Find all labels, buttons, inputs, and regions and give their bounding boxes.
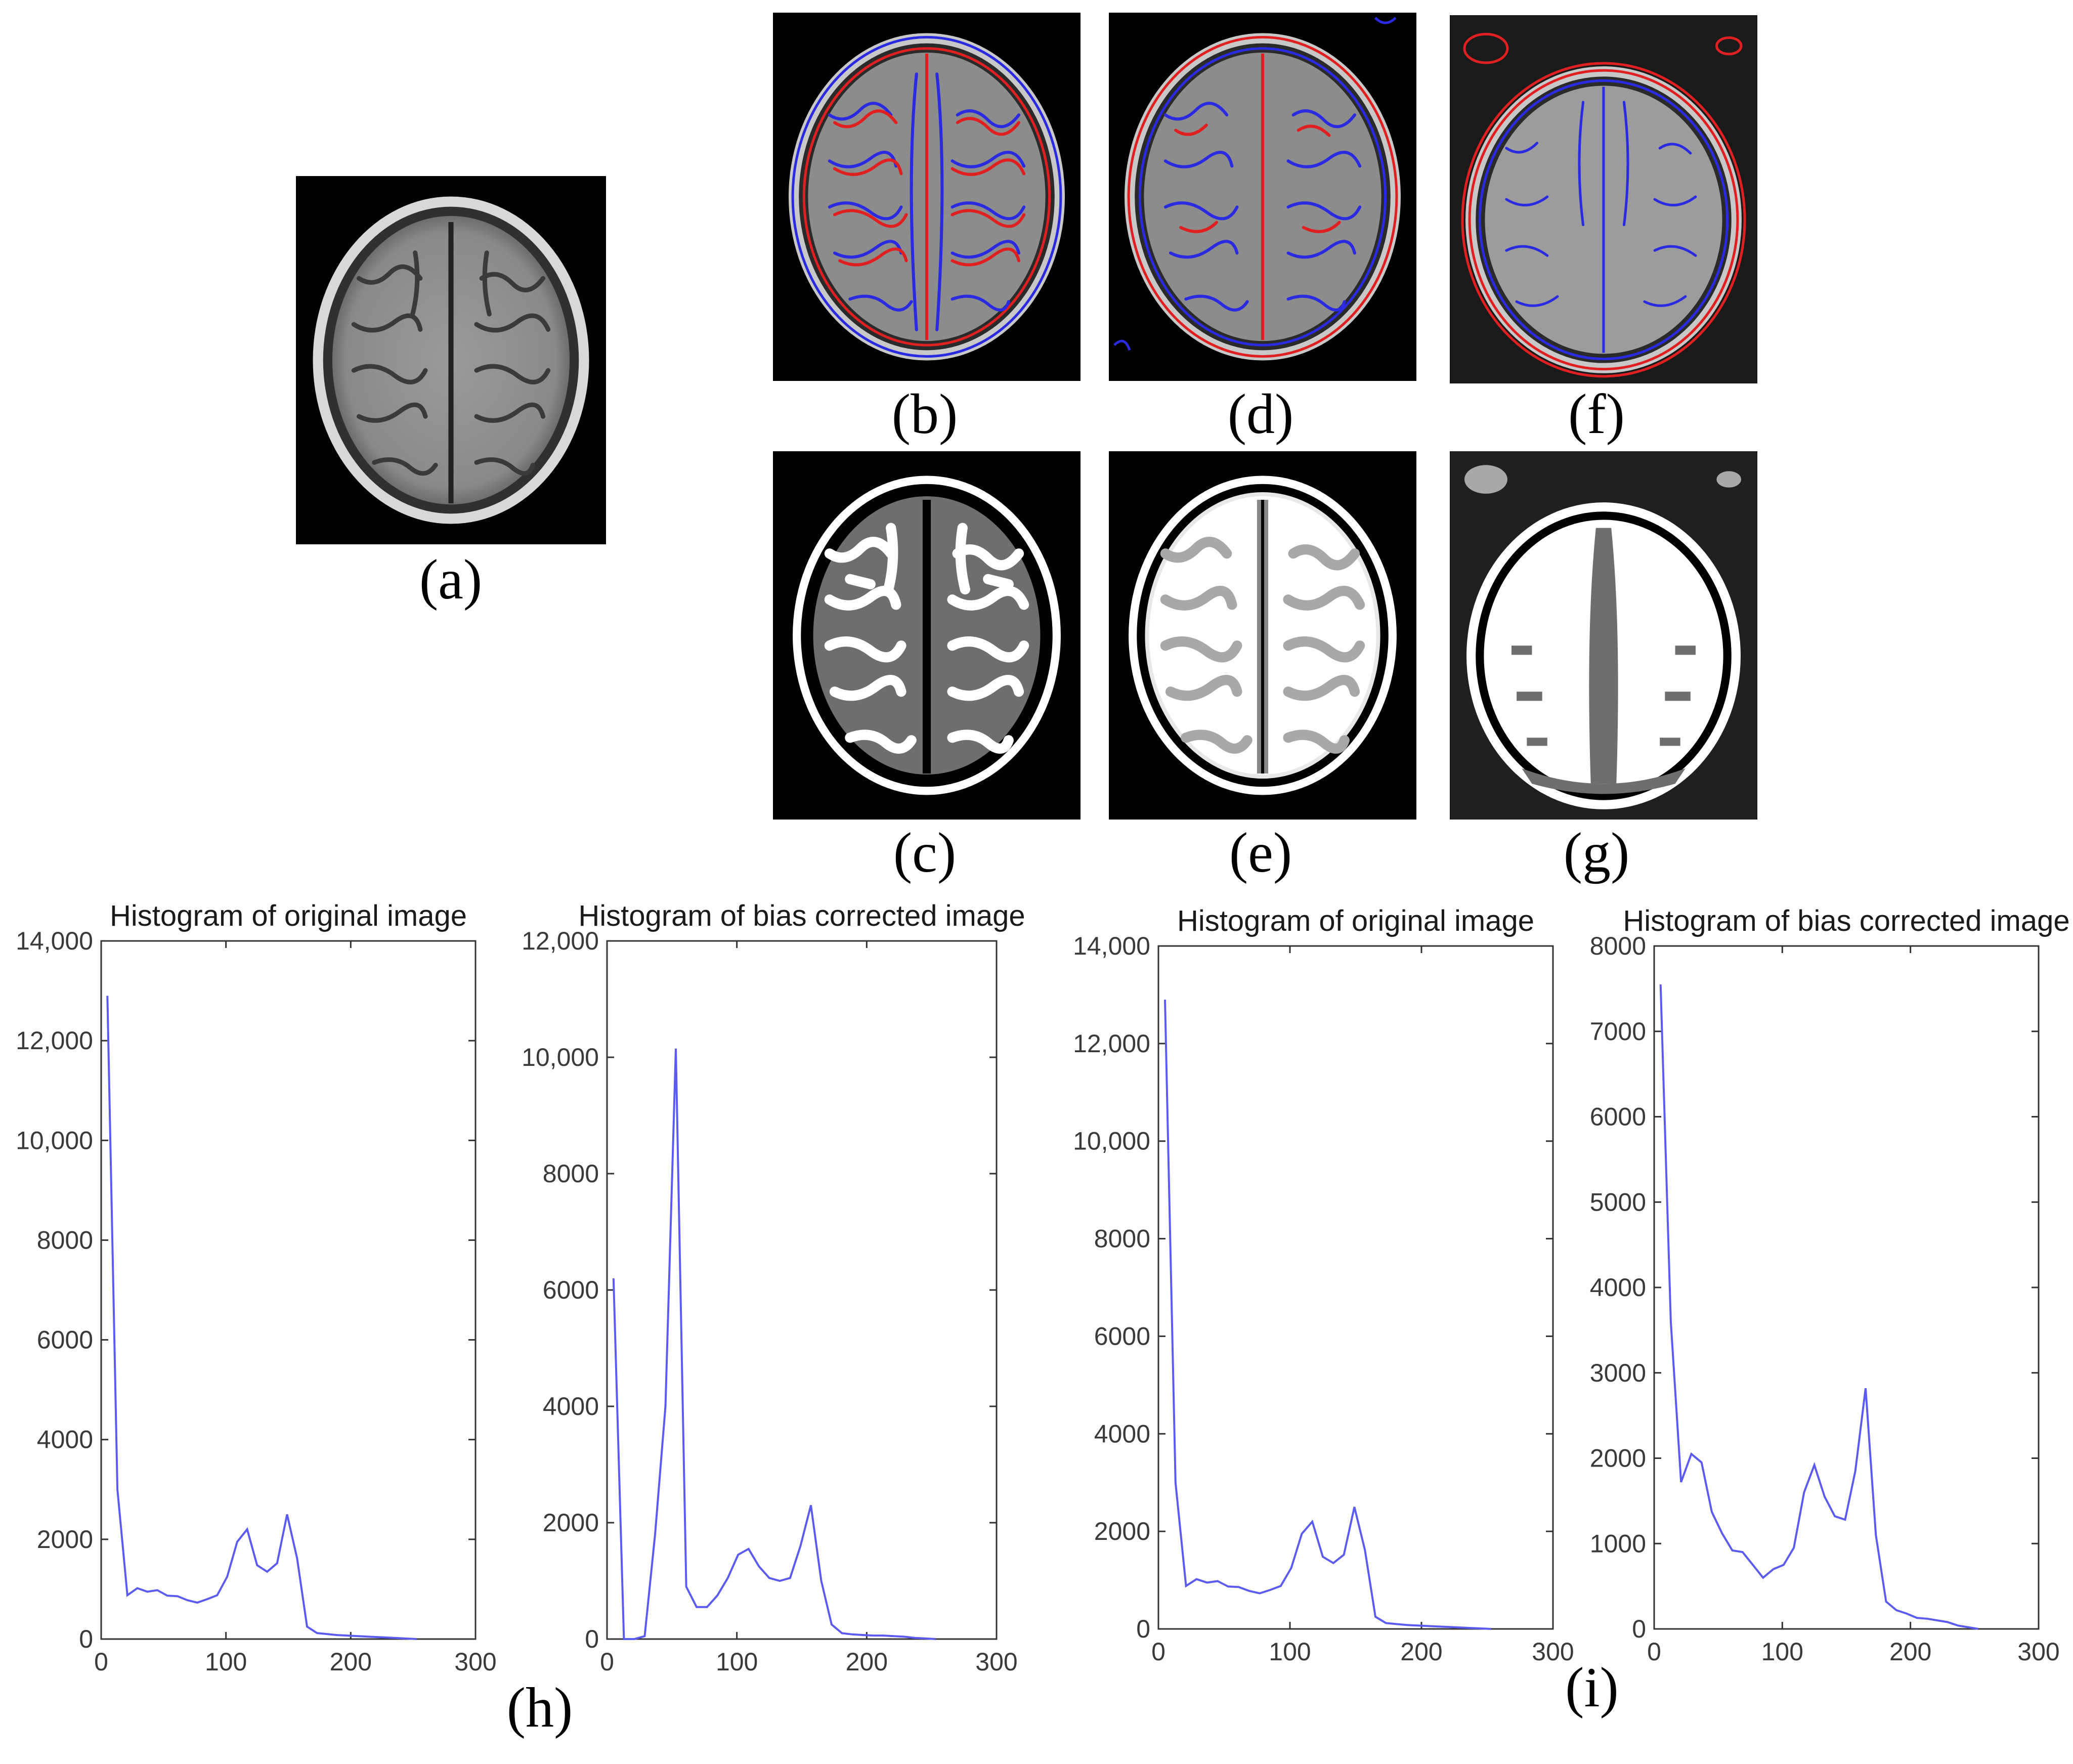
plot-frame <box>100 940 477 1640</box>
x-tick-label: 300 <box>975 1648 1017 1676</box>
y-tick-label: 0 <box>1136 1615 1150 1643</box>
x-tick-label: 0 <box>1647 1638 1661 1666</box>
chart-3-histogram-original: Histogram of original image 0 2000 4000 6000… <box>1042 895 1578 1666</box>
y-tick-label: 6000 <box>1094 1322 1150 1350</box>
histogram-series-line <box>106 996 417 1640</box>
x-tick-label: 100 <box>1761 1638 1803 1666</box>
panel-d-image <box>1109 13 1416 381</box>
y-tick-label: 14,000 <box>16 927 93 955</box>
y-tick-label: 12,000 <box>16 1026 93 1055</box>
caption-e: (e) <box>1229 822 1292 884</box>
panel-g-image <box>1450 451 1757 820</box>
brain-mri-original <box>313 196 589 524</box>
x-tick-label: 200 <box>846 1648 888 1676</box>
y-tick-label: 8000 <box>1094 1225 1150 1253</box>
panel-b-image <box>773 13 1081 381</box>
brain-segmentation-e <box>1129 476 1397 795</box>
x-tick-label: 0 <box>1151 1638 1165 1666</box>
y-tick-label: 12,000 <box>1073 1029 1150 1058</box>
x-tick-label: 100 <box>1269 1638 1311 1666</box>
x-tick-label: 300 <box>2017 1638 2059 1666</box>
chart-4-histogram-bias-corrected: Histogram of bias corrected image 0 1000 20… <box>1553 895 2073 1666</box>
histogram-series-line <box>612 1048 936 1640</box>
plot-frame <box>606 940 998 1640</box>
y-tick-label: 2000 <box>37 1525 93 1554</box>
x-tick-label: 300 <box>454 1648 496 1676</box>
y-tick-label: 0 <box>585 1625 599 1653</box>
brain-segmentation-g <box>1450 451 1757 820</box>
brain-contours-f <box>1450 15 1757 383</box>
y-tick-label: 1000 <box>1590 1529 1646 1558</box>
y-tick-label: 0 <box>79 1625 93 1653</box>
x-tick-label: 0 <box>94 1648 108 1676</box>
brain-segmentation-c <box>793 476 1061 795</box>
brain-contours-d <box>1113 17 1401 361</box>
x-tick-label: 0 <box>600 1648 614 1676</box>
y-tick-label: 4000 <box>1590 1273 1646 1302</box>
y-tick-label: 5000 <box>1590 1188 1646 1216</box>
caption-f: (f) <box>1568 383 1625 446</box>
y-tick-label: 8000 <box>37 1226 93 1254</box>
y-tick-label: 8000 <box>543 1159 599 1188</box>
y-tick-label: 6000 <box>1590 1103 1646 1131</box>
caption-c: (c) <box>893 822 957 884</box>
y-tick-label: 2000 <box>543 1509 599 1537</box>
x-tick-label: 100 <box>716 1648 758 1676</box>
histogram-series-line <box>1659 984 1979 1630</box>
panel-c-image <box>773 451 1081 820</box>
x-tick-label: 100 <box>205 1648 247 1676</box>
chart-title: Histogram of bias corrected image <box>1623 905 2069 937</box>
caption-b: (b) <box>891 383 958 446</box>
chart-title: Histogram of original image <box>1177 905 1534 937</box>
chart-3-svg: Histogram of original image0200040006000… <box>1073 905 1574 1666</box>
y-tick-label: 14,000 <box>1073 932 1150 960</box>
chart-4-svg: Histogram of bias corrected image0100020… <box>1590 905 2070 1666</box>
chart-title: Histogram of original image <box>110 899 467 932</box>
x-tick-label: 300 <box>1532 1638 1574 1666</box>
panel-e-image <box>1109 451 1416 820</box>
y-tick-label: 4000 <box>1094 1419 1150 1448</box>
panel-f-image <box>1450 15 1757 383</box>
histogram-series-line <box>1164 1000 1491 1630</box>
y-tick-label: 2000 <box>1094 1517 1150 1545</box>
panel-a-image <box>296 176 606 544</box>
caption-i: (i) <box>1565 1656 1619 1719</box>
x-tick-label: 200 <box>330 1648 372 1676</box>
caption-g: (g) <box>1563 822 1630 884</box>
caption-h: (h) <box>506 1676 573 1739</box>
y-tick-label: 3000 <box>1590 1359 1646 1387</box>
y-tick-label: 6000 <box>37 1326 93 1354</box>
x-tick-label: 200 <box>1889 1638 1931 1666</box>
caption-a: (a) <box>419 548 483 611</box>
chart-1-histogram-original: Histogram of original image 0 2000 4000 6000… <box>0 890 506 1676</box>
y-tick-label: 10,000 <box>522 1043 599 1071</box>
plot-frame <box>1157 945 1554 1630</box>
chart-1-svg: Histogram of original image0200040006000… <box>16 899 497 1676</box>
y-tick-label: 10,000 <box>1073 1127 1150 1155</box>
y-tick-label: 2000 <box>1590 1444 1646 1473</box>
y-tick-label: 6000 <box>543 1276 599 1304</box>
y-tick-label: 4000 <box>543 1392 599 1421</box>
y-tick-label: 12,000 <box>522 927 599 955</box>
y-tick-label: 7000 <box>1590 1017 1646 1046</box>
chart-2-svg: Histogram of bias corrected image0200040… <box>522 899 1025 1676</box>
y-tick-label: 0 <box>1632 1615 1646 1643</box>
caption-d: (d) <box>1227 383 1294 446</box>
y-tick-label: 8000 <box>1590 932 1646 960</box>
x-tick-label: 200 <box>1400 1638 1442 1666</box>
plot-frame <box>1653 945 2040 1630</box>
chart-title: Histogram of bias corrected image <box>578 899 1025 932</box>
chart-2-histogram-bias-corrected: Histogram of bias corrected image 0 2000 40… <box>486 890 1042 1676</box>
y-tick-label: 4000 <box>37 1426 93 1454</box>
brain-contours-b <box>789 33 1065 361</box>
y-tick-label: 10,000 <box>16 1126 93 1154</box>
